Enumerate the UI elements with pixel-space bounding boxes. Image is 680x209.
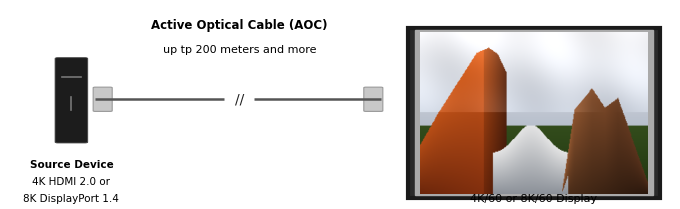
Text: 8K DisplayPort 1.4: 8K DisplayPort 1.4: [24, 194, 119, 204]
Text: Source Device: Source Device: [29, 160, 114, 170]
Text: up tp 200 meters and more: up tp 200 meters and more: [163, 45, 316, 55]
Text: Active Optical Cable (AOC): Active Optical Cable (AOC): [151, 19, 328, 32]
FancyBboxPatch shape: [55, 58, 88, 143]
Text: 4K/60 or 8K/60 Display: 4K/60 or 8K/60 Display: [471, 194, 597, 204]
FancyBboxPatch shape: [93, 87, 112, 111]
Text: 4K HDMI 2.0 or: 4K HDMI 2.0 or: [33, 177, 110, 187]
Bar: [415, 30, 653, 195]
Text: //: //: [235, 92, 244, 106]
Bar: [408, 28, 660, 198]
FancyBboxPatch shape: [364, 87, 383, 111]
